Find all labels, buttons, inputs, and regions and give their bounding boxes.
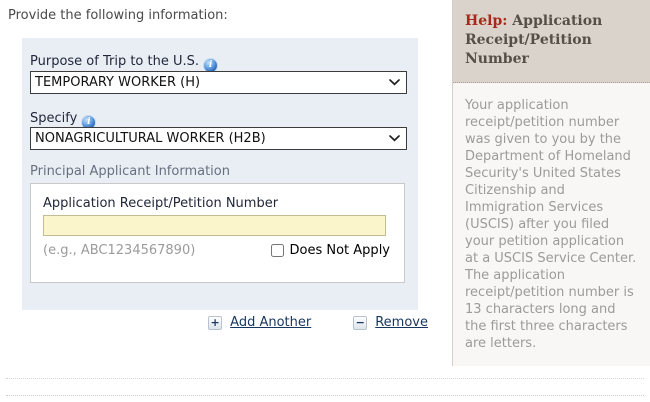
receipt-hint-row: (e.g., ABC1234567890) Does Not Apply: [43, 243, 390, 258]
receipt-number-label: Application Receipt/Petition Number: [43, 196, 279, 211]
repeat-actions-row: + Add Another − Remove: [22, 315, 428, 330]
specify-select-wrap: NONAGRICULTURAL WORKER (H2B): [30, 127, 407, 150]
add-icon[interactable]: +: [208, 315, 223, 330]
principal-applicant-box: Application Receipt/Petition Number (e.g…: [30, 183, 405, 283]
remove-icon[interactable]: −: [353, 315, 368, 330]
page-heading: Provide the following information:: [8, 8, 228, 23]
does-not-apply-group: Does Not Apply: [270, 243, 390, 258]
receipt-format-hint: (e.g., ABC1234567890): [43, 243, 196, 258]
info-icon[interactable]: i: [204, 59, 218, 72]
help-title: Application Receipt/Petition Number: [465, 13, 603, 67]
purpose-select-wrap: TEMPORARY WORKER (H): [30, 71, 407, 94]
principal-section-label: Principal Applicant Information: [30, 164, 230, 179]
help-title-prefix: Help:: [465, 13, 508, 29]
info-icon[interactable]: i: [82, 116, 96, 129]
specify-label: Specify i: [30, 111, 96, 129]
help-panel: Help: Application Receipt/Petition Numbe…: [452, 0, 650, 366]
divider: [6, 378, 644, 379]
add-another-link[interactable]: Add Another: [230, 315, 312, 330]
purpose-label-text: Purpose of Trip to the U.S.: [30, 54, 200, 69]
does-not-apply-label: Does Not Apply: [289, 243, 390, 258]
purpose-label: Purpose of Trip to the U.S. i: [30, 54, 218, 72]
purpose-select[interactable]: TEMPORARY WORKER (H): [30, 71, 407, 94]
specify-select[interactable]: NONAGRICULTURAL WORKER (H2B): [30, 127, 407, 150]
help-header: Help: Application Receipt/Petition Numbe…: [453, 0, 650, 83]
divider: [6, 395, 644, 396]
remove-link[interactable]: Remove: [375, 315, 428, 330]
receipt-number-input[interactable]: [43, 215, 386, 236]
specify-label-text: Specify: [30, 111, 78, 126]
does-not-apply-checkbox[interactable]: [270, 244, 284, 257]
form-panel: Purpose of Trip to the U.S. i TEMPORARY W…: [22, 38, 418, 310]
help-body-text: Your application receipt/petition number…: [465, 97, 637, 351]
